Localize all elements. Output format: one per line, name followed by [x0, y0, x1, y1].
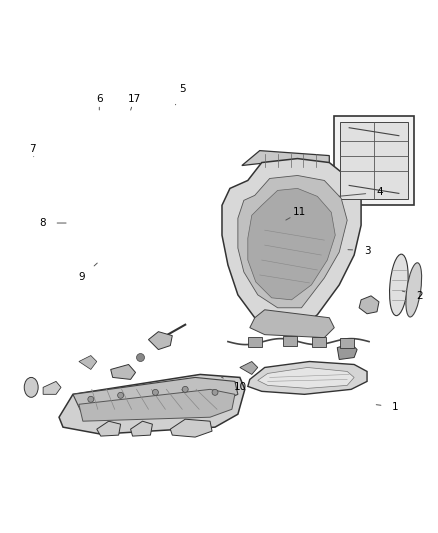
Text: 2: 2 — [402, 290, 423, 301]
Circle shape — [212, 389, 218, 395]
Text: 5: 5 — [176, 84, 185, 105]
Text: 7: 7 — [29, 144, 36, 157]
Polygon shape — [111, 365, 135, 379]
Polygon shape — [260, 175, 274, 189]
Text: 17: 17 — [127, 94, 141, 110]
Polygon shape — [340, 337, 354, 348]
Circle shape — [88, 397, 94, 402]
Polygon shape — [238, 175, 347, 308]
Polygon shape — [79, 389, 235, 421]
Text: 6: 6 — [96, 94, 102, 110]
Polygon shape — [312, 337, 326, 346]
Polygon shape — [248, 188, 335, 300]
Ellipse shape — [24, 377, 38, 397]
Polygon shape — [258, 367, 354, 389]
Polygon shape — [170, 419, 212, 437]
Polygon shape — [283, 336, 297, 345]
Polygon shape — [359, 296, 379, 314]
Polygon shape — [337, 344, 357, 360]
Polygon shape — [248, 361, 367, 394]
Polygon shape — [59, 375, 245, 434]
Polygon shape — [334, 116, 414, 205]
Ellipse shape — [406, 263, 422, 317]
Polygon shape — [240, 361, 258, 375]
Polygon shape — [148, 332, 172, 350]
Circle shape — [152, 389, 159, 395]
Polygon shape — [97, 421, 120, 436]
Circle shape — [182, 386, 188, 392]
Polygon shape — [222, 158, 361, 330]
Polygon shape — [248, 337, 262, 346]
Text: 10: 10 — [222, 377, 247, 392]
Text: 3: 3 — [348, 246, 370, 256]
Circle shape — [137, 353, 145, 361]
Polygon shape — [340, 122, 408, 199]
Polygon shape — [73, 377, 238, 411]
Polygon shape — [131, 421, 152, 436]
Text: 1: 1 — [376, 402, 399, 412]
Polygon shape — [79, 356, 97, 369]
Polygon shape — [242, 151, 329, 168]
Text: 8: 8 — [39, 218, 66, 228]
Text: 9: 9 — [78, 263, 97, 282]
Polygon shape — [250, 310, 334, 337]
Polygon shape — [43, 382, 61, 394]
Ellipse shape — [389, 254, 408, 316]
Circle shape — [118, 392, 124, 398]
Text: 4: 4 — [339, 187, 383, 197]
Text: 11: 11 — [286, 207, 306, 220]
